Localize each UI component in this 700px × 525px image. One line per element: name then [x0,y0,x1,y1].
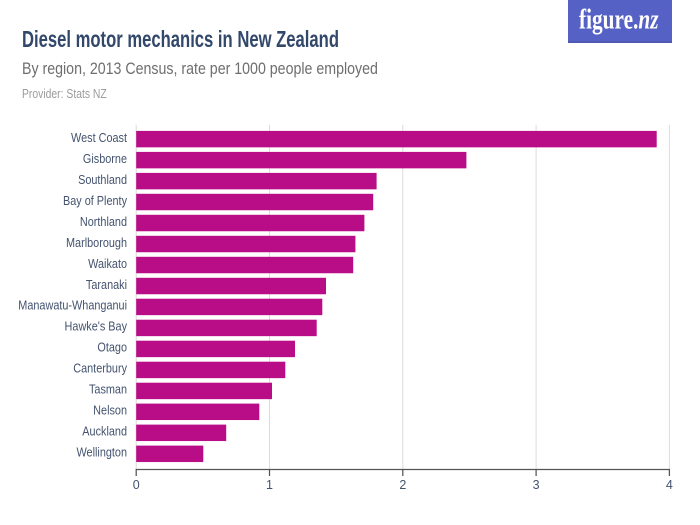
svg-text:4: 4 [666,478,673,492]
svg-text:1: 1 [266,478,273,492]
svg-text:Gisborne: Gisborne [83,152,127,166]
svg-text:Southland: Southland [78,173,127,187]
svg-text:Otago: Otago [97,341,127,355]
svg-text:Wellington: Wellington [76,446,127,460]
svg-text:West Coast: West Coast [71,131,128,145]
svg-text:3: 3 [533,478,540,492]
svg-text:2: 2 [399,478,406,492]
svg-text:figure.nz: figure.nz [579,2,659,35]
svg-text:0: 0 [133,478,140,492]
svg-text:Northland: Northland [80,215,127,229]
svg-text:Manawatu-Whanganui: Manawatu-Whanganui [18,299,127,313]
svg-text:Waikato: Waikato [88,257,127,271]
svg-text:Marlborough: Marlborough [66,236,127,250]
svg-text:Auckland: Auckland [82,425,127,439]
svg-text:Canterbury: Canterbury [73,362,127,376]
svg-text:Taranaki: Taranaki [86,278,127,292]
svg-text:Bay of Plenty: Bay of Plenty [63,194,127,208]
svg-text:Hawke's Bay: Hawke's Bay [65,320,128,334]
svg-text:Tasman: Tasman [89,383,127,397]
svg-text:Nelson: Nelson [93,404,127,418]
